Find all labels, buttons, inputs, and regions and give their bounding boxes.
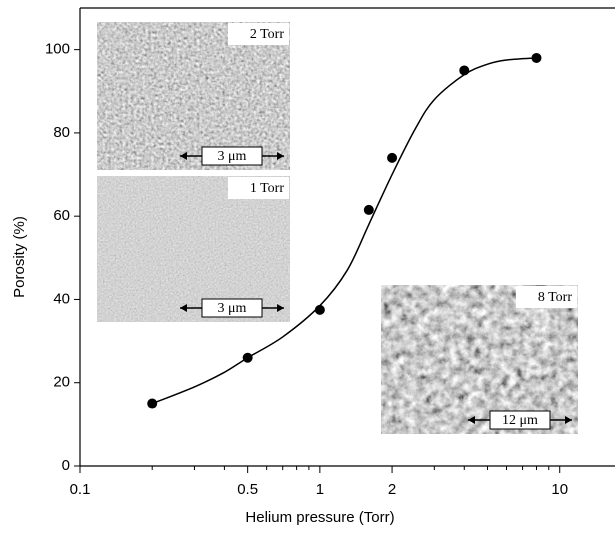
inset-image [96,21,291,171]
x-tick-label: 10 [551,481,568,498]
data-point [387,152,398,163]
data-point [531,52,542,63]
data-point [363,204,374,215]
y-tick-label: 20 [53,374,70,391]
scale-label: 3 μm [218,149,247,164]
x-tick-label: 2 [388,481,396,498]
inset-image [380,284,579,435]
scale-box [201,298,263,318]
data-point [242,352,253,363]
x-tick-label: 1 [316,481,324,498]
y-tick-label: 80 [53,124,70,141]
scale-label: 3 μm [218,301,247,316]
y-tick-label: 100 [45,41,70,58]
inset-label-box [228,23,289,45]
y-tick-label: 0 [62,457,70,474]
data-point [314,304,325,315]
scale-box [201,146,263,166]
inset-label: 2 Torr [250,27,284,42]
x-tick-label: 0.1 [70,481,91,498]
scale-label: 12 μm [502,413,538,428]
insets: 2 Torr 3 μm 1 Torr 3 μm 8 Torr 12 μm [96,21,579,435]
inset-label: 1 Torr [250,181,284,196]
inset-label-box [516,286,577,308]
scale-box [489,410,551,430]
inset-label-box [228,177,289,199]
x-axis-label: Helium pressure (Torr) [245,509,394,526]
y-axis-label: Porosity (%) [11,216,28,298]
data-point [459,65,470,76]
data-point [147,398,158,409]
inset-image [96,175,291,323]
inset-label: 8 Torr [538,290,572,305]
x-tick-label: 0.5 [237,481,258,498]
y-tick-label: 40 [53,290,70,307]
y-tick-label: 60 [53,207,70,224]
fit-line [151,57,537,405]
